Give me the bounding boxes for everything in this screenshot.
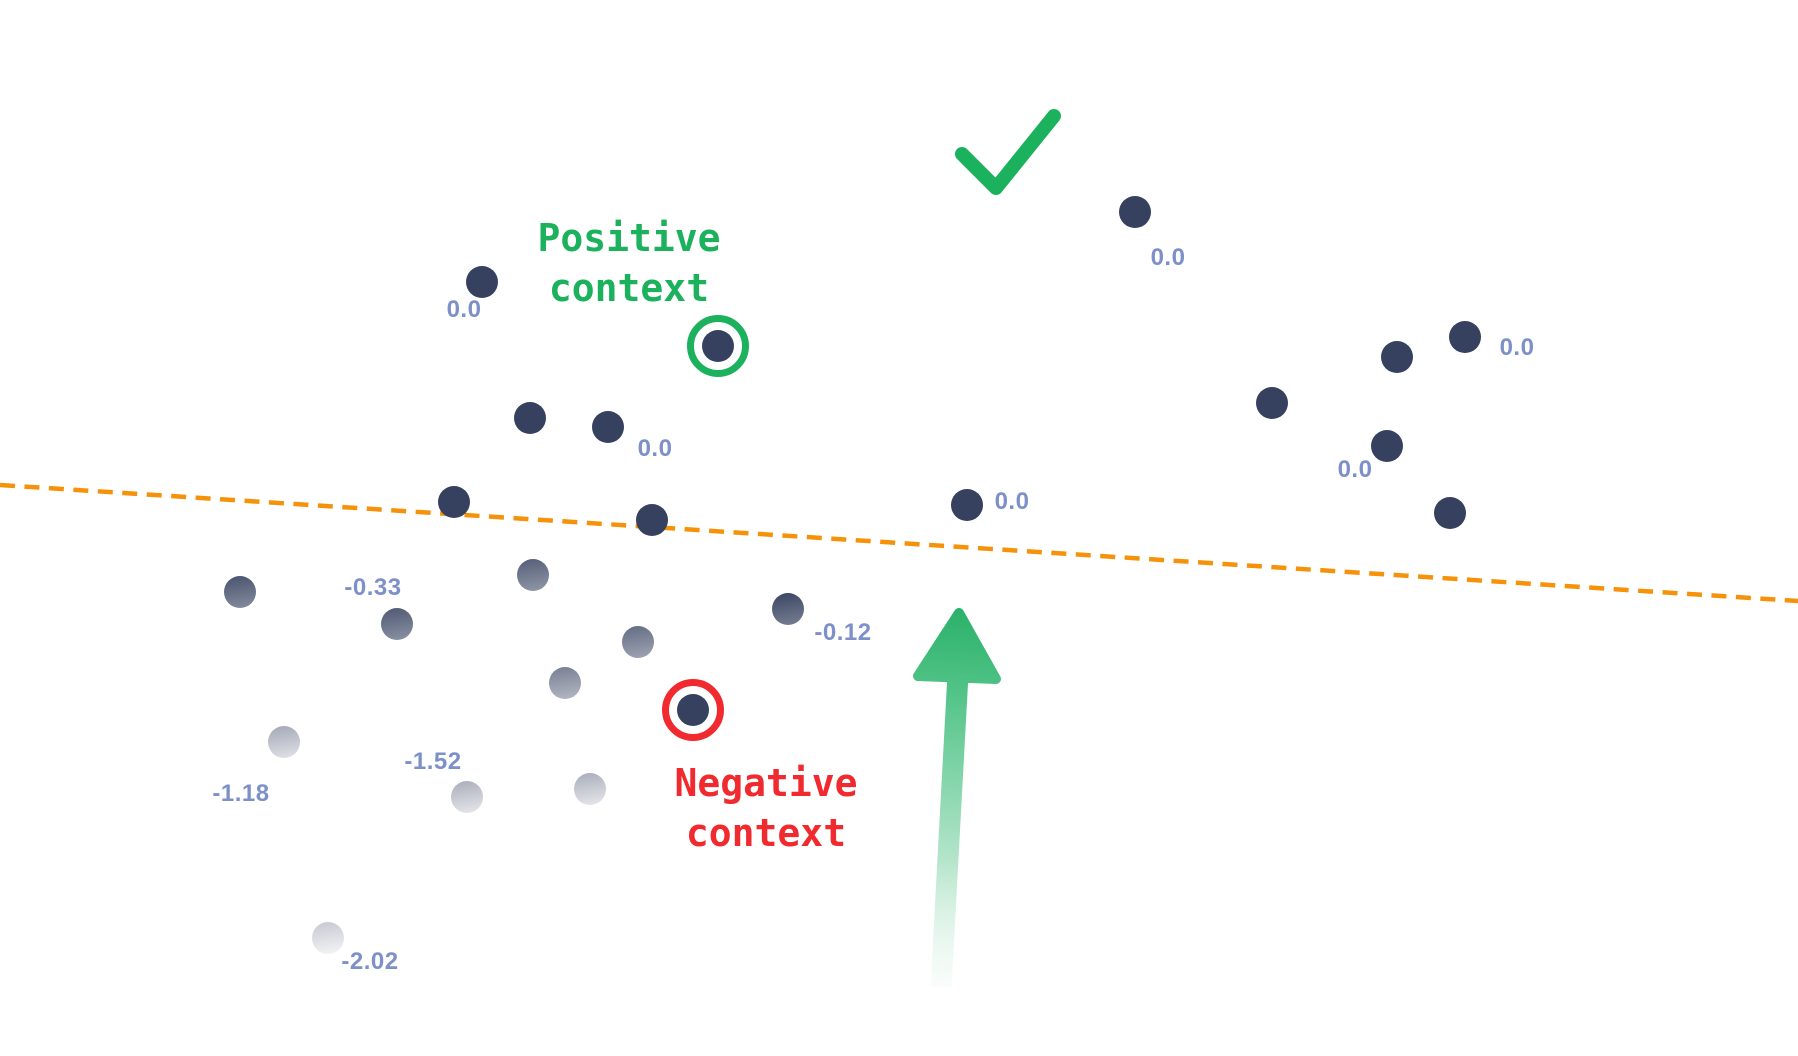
scatter-point — [514, 402, 546, 434]
positive-context-line1: Positive — [537, 216, 721, 260]
positive-context-ring — [687, 315, 749, 377]
scatter-point — [1256, 387, 1288, 419]
checkmark-icon — [955, 109, 1061, 195]
negative-context-ring — [662, 679, 724, 741]
scatter-point — [1381, 341, 1413, 373]
scatter-point — [772, 593, 804, 625]
scatter-point — [268, 726, 300, 758]
scatter-point — [592, 411, 624, 443]
positive-context-line2: context — [548, 266, 710, 310]
scatter-point — [517, 559, 549, 591]
score-label: -1.52 — [404, 748, 462, 775]
score-label: -0.33 — [344, 574, 402, 601]
scatter-point — [224, 576, 256, 608]
scatter-point — [451, 781, 483, 813]
scatter-point — [438, 486, 470, 518]
up-arrow-shaft — [930, 673, 969, 988]
scatter-point — [1371, 430, 1403, 462]
up-arrow-icon — [913, 608, 1001, 684]
score-label: -2.02 — [341, 948, 399, 975]
score-label: 0.0 — [1499, 334, 1535, 361]
scatter-point — [1434, 497, 1466, 529]
negative-context-line1: Negative — [674, 761, 858, 805]
scatter-point — [574, 773, 606, 805]
scatter-point — [1119, 196, 1151, 228]
score-label: -1.18 — [212, 780, 270, 807]
score-label: 0.0 — [446, 296, 482, 323]
scatter-point — [466, 266, 498, 298]
score-label: 0.0 — [1337, 456, 1373, 483]
negative-context-label: Negative context — [674, 758, 857, 858]
scatter-point — [381, 608, 413, 640]
positive-context-label: Positive context — [537, 213, 720, 313]
scatter-point — [1449, 321, 1481, 353]
score-label: -0.12 — [814, 619, 872, 646]
score-label: 0.0 — [994, 488, 1030, 515]
scatter-point — [951, 489, 983, 521]
scatter-point — [549, 667, 581, 699]
decision-boundary-line — [0, 482, 1798, 604]
scatter-point — [312, 922, 344, 954]
scatter-point — [636, 504, 668, 536]
scatter-point — [622, 626, 654, 658]
score-label: 0.0 — [637, 435, 673, 462]
score-label: 0.0 — [1150, 244, 1186, 271]
negative-context-line2: context — [685, 811, 847, 855]
